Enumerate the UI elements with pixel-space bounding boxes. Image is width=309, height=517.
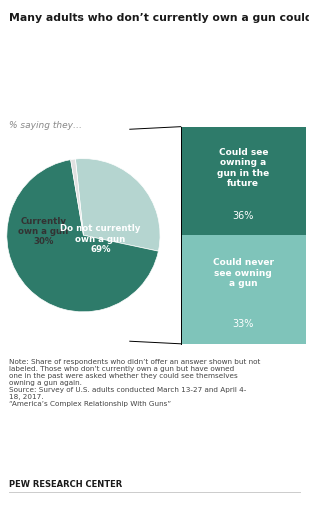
Text: 36%: 36% <box>233 211 254 221</box>
Text: Do not currently
own a gun
69%: Do not currently own a gun 69% <box>60 224 141 254</box>
Text: Could never
see owning
a gun: Could never see owning a gun <box>213 258 274 288</box>
Text: 33%: 33% <box>233 320 254 329</box>
Text: % saying they…: % saying they… <box>9 121 82 130</box>
FancyBboxPatch shape <box>181 127 306 235</box>
Wedge shape <box>75 159 160 251</box>
Wedge shape <box>71 159 83 235</box>
Text: Could see
owning a
gun in the
future: Could see owning a gun in the future <box>217 148 269 188</box>
Text: Note: Share of respondents who didn’t offer an answer shown but not
labeled. Tho: Note: Share of respondents who didn’t of… <box>9 359 261 407</box>
Wedge shape <box>7 160 159 312</box>
Text: Currently
own a gun
30%: Currently own a gun 30% <box>19 217 69 246</box>
Text: Many adults who don’t currently own a gun could see themselves owning one in the: Many adults who don’t currently own a gu… <box>9 13 309 23</box>
FancyBboxPatch shape <box>181 235 306 344</box>
Text: PEW RESEARCH CENTER: PEW RESEARCH CENTER <box>9 480 123 489</box>
